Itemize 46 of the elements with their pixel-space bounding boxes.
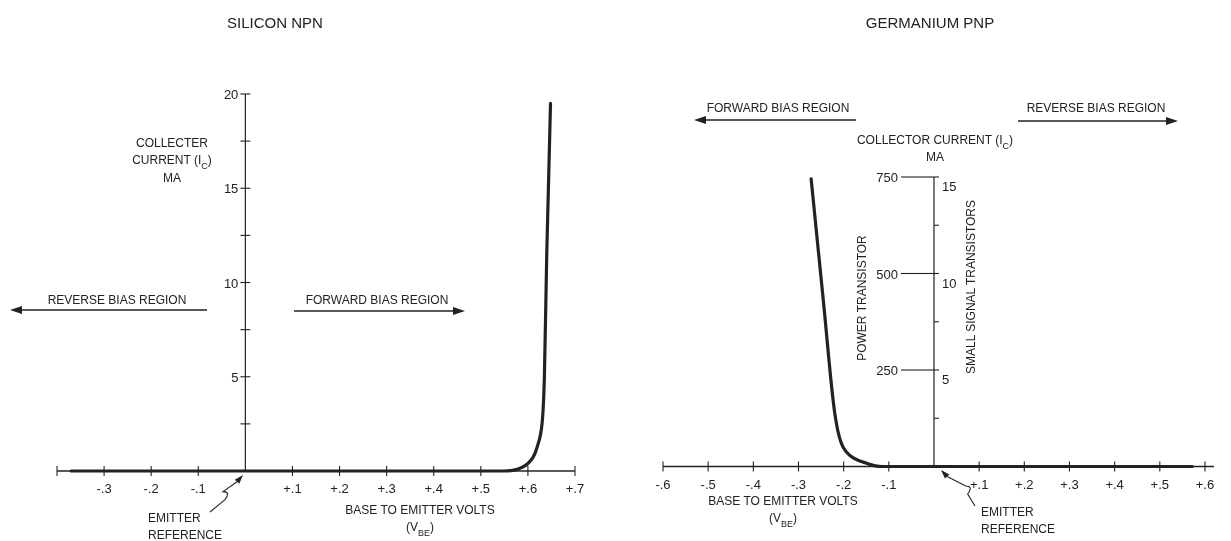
chart-title: GERMANIUM PNP	[865, 14, 995, 31]
y2-tick-label: 15	[941, 179, 957, 194]
x-tick-label: -.3	[790, 476, 807, 492]
x-tick-label: +.1	[969, 476, 989, 492]
x-tick-label: -.3	[96, 481, 112, 496]
y-tick-label: 750	[876, 170, 898, 185]
text: COLLECTOR CURRENT (I$_{C}$) MA	[856, 133, 1014, 165]
x-tick-label: +.6	[518, 481, 538, 496]
y2-tick-label: 10	[941, 275, 957, 291]
x-tick-label: +.7	[565, 481, 585, 496]
x-tick-label: +.3	[1060, 476, 1079, 492]
x-tick-label: +.3	[377, 481, 396, 496]
y-tick-label: 20	[223, 87, 239, 102]
x-tick-label: +.4	[1105, 476, 1124, 492]
x-tick-label: -.5	[700, 476, 716, 492]
chart-title: SILICON NPN	[227, 14, 323, 31]
y-tick-label: 250	[876, 363, 898, 378]
x-tick-label: -.2	[143, 481, 159, 496]
y2-axis-title: SMALL SIGNAL TRANSISTORS	[964, 199, 978, 375]
x-tick-label: +.5	[1150, 476, 1170, 492]
x-tick-label: +.5	[471, 481, 491, 496]
x-axis-title: BASE TO EMITTER VOLTS (V$_{BE}$)	[345, 503, 495, 539]
x-tick-label: -.6	[655, 476, 671, 492]
y-tick-label: 5	[231, 369, 239, 385]
x-tick-label: +.1	[283, 481, 302, 496]
text: EMITTER REFERENCE	[981, 505, 1056, 537]
x-axis-title: BASE TO EMITTER VOLTS (V$_{BE}$)	[708, 494, 858, 530]
y2-tick-label: 5	[941, 372, 950, 387]
x-tick-label: +.2	[330, 481, 349, 496]
text: EMITTER REFERENCE	[148, 511, 223, 541]
x-tick-label: -.2	[836, 476, 852, 492]
y-tick-label: 500	[876, 266, 898, 282]
y-axis-title: POWER TRANSISTOR	[855, 234, 869, 361]
annotation: FORWARD BIAS REGION	[305, 293, 449, 307]
x-tick-label: -.4	[745, 476, 761, 492]
y-tick-label: 10	[223, 275, 239, 291]
text: FORWARD BIAS REGION	[706, 101, 850, 115]
text: COLLECTER CURRENT (I$_{C}$) MA	[132, 136, 212, 185]
x-tick-label: +.6	[1195, 476, 1215, 492]
x-tick-label: -.1	[190, 481, 206, 496]
y-tick-label: 15	[223, 181, 239, 197]
x-tick-label: +.2	[1015, 476, 1034, 492]
annotation: REVERSE BIAS REGION	[47, 293, 187, 307]
x-tick-label: +.4	[424, 481, 443, 496]
text: REVERSE BIAS REGION	[1026, 101, 1166, 115]
x-tick-label: -.1	[881, 476, 897, 492]
